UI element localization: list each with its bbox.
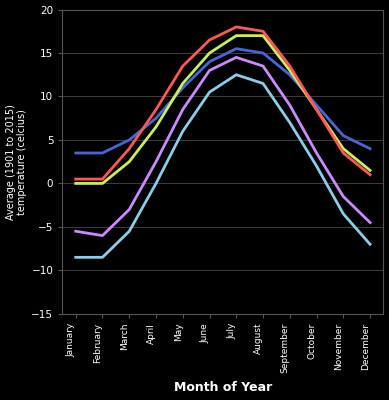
X-axis label: Month of Year: Month of Year: [174, 382, 272, 394]
Y-axis label: Average (1901 to 2015)
temperature (celcius): Average (1901 to 2015) temperature (celc…: [5, 104, 27, 220]
